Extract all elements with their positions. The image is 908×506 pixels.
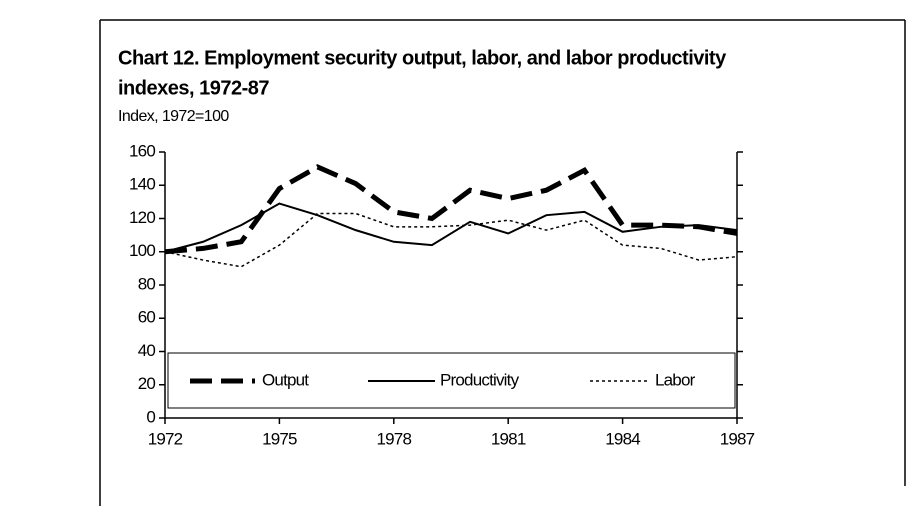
y-tick-label: 0: [146, 407, 155, 426]
y-tick-label: 100: [129, 241, 155, 260]
legend-label: Output: [262, 370, 309, 389]
y-tick-label: 80: [138, 274, 156, 293]
chart-title: indexes, 1972-87: [118, 77, 269, 99]
x-tick-label: 1972: [148, 429, 183, 448]
x-tick-label: 1984: [605, 429, 640, 448]
x-tick-label: 1978: [376, 429, 411, 448]
legend: Output Productivity Labor: [167, 352, 736, 409]
y-tick-label: 120: [129, 208, 155, 227]
legend-label: Labor: [655, 370, 696, 389]
y-axis-label: Index, 1972=100: [118, 108, 229, 125]
series-line: [164, 202, 738, 253]
y-tick-label: 60: [138, 308, 156, 327]
y-tick-label: 20: [138, 374, 156, 393]
chart-title: Chart 12. Employment security output, la…: [118, 47, 727, 69]
x-tick-label: 1987: [720, 429, 755, 448]
series-line: [164, 212, 738, 268]
x-tick-label: 1975: [262, 429, 297, 448]
y-tick-label: 160: [129, 141, 155, 160]
y-tick-label: 140: [129, 175, 155, 194]
legend-label: Productivity: [440, 370, 520, 389]
x-tick-label: 1981: [491, 429, 526, 448]
y-tick-label: 40: [138, 341, 156, 360]
series-line: [164, 164, 738, 255]
